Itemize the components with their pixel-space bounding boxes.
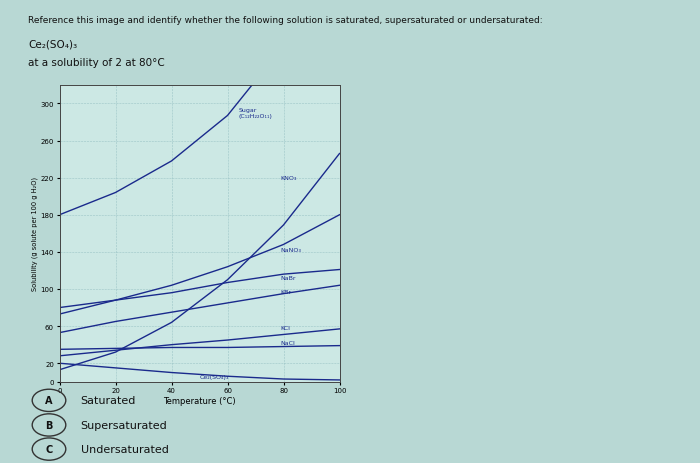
Text: A: A: [46, 395, 52, 406]
Text: Reference this image and identify whether the following solution is saturated, s: Reference this image and identify whethe…: [28, 16, 542, 25]
Text: Ce₂(SO₄)₃: Ce₂(SO₄)₃: [28, 39, 77, 50]
Y-axis label: Solubility (g solute per 100 g H₂O): Solubility (g solute per 100 g H₂O): [32, 177, 38, 291]
Text: NaBr: NaBr: [281, 276, 296, 281]
Text: KNO₃: KNO₃: [281, 176, 297, 181]
Text: KBr: KBr: [281, 290, 292, 294]
Text: C: C: [46, 444, 52, 454]
Text: at a solubility of 2 at 80°C: at a solubility of 2 at 80°C: [28, 58, 164, 68]
Text: Ce₂(SO₄)₃: Ce₂(SO₄)₃: [199, 374, 229, 379]
Text: NaCl: NaCl: [281, 341, 295, 345]
Text: KCl: KCl: [281, 326, 290, 331]
Text: NaNO₃: NaNO₃: [281, 247, 302, 252]
Text: Sugar
(C₁₂H₂₂O₁₁): Sugar (C₁₂H₂₂O₁₁): [239, 108, 272, 119]
Text: Saturated: Saturated: [80, 395, 136, 406]
X-axis label: Temperature (°C): Temperature (°C): [163, 396, 236, 405]
Text: B: B: [46, 420, 52, 430]
Text: Undersaturated: Undersaturated: [80, 444, 169, 454]
Text: Supersaturated: Supersaturated: [80, 420, 167, 430]
